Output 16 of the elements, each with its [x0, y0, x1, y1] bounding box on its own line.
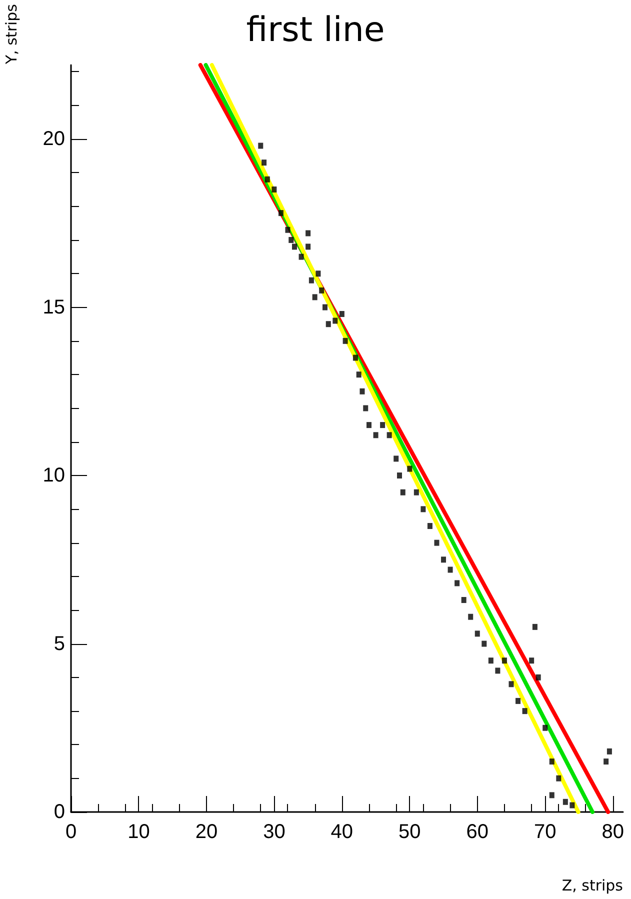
- x-tick-label: 40: [330, 821, 354, 843]
- x-tick-label: 50: [398, 821, 421, 843]
- y-tick-label: 10: [42, 464, 65, 487]
- y-tick-label: 0: [54, 801, 65, 823]
- y-tick-label: 5: [54, 632, 65, 655]
- x-tick-label: 80: [602, 821, 624, 843]
- y-tick-label: 20: [42, 128, 65, 150]
- y-tick-label: 15: [42, 296, 65, 318]
- chart-title: first line: [246, 10, 385, 50]
- x-tick-label: 20: [195, 821, 218, 843]
- x-tick-label: 60: [466, 821, 489, 843]
- x-tick-label: 30: [263, 821, 286, 843]
- x-tick-label: 10: [128, 821, 150, 843]
- x-tick-label: 70: [534, 821, 556, 843]
- x-axis-title: Z, strips: [562, 876, 624, 894]
- y-axis-title: Y, strips: [2, 4, 20, 66]
